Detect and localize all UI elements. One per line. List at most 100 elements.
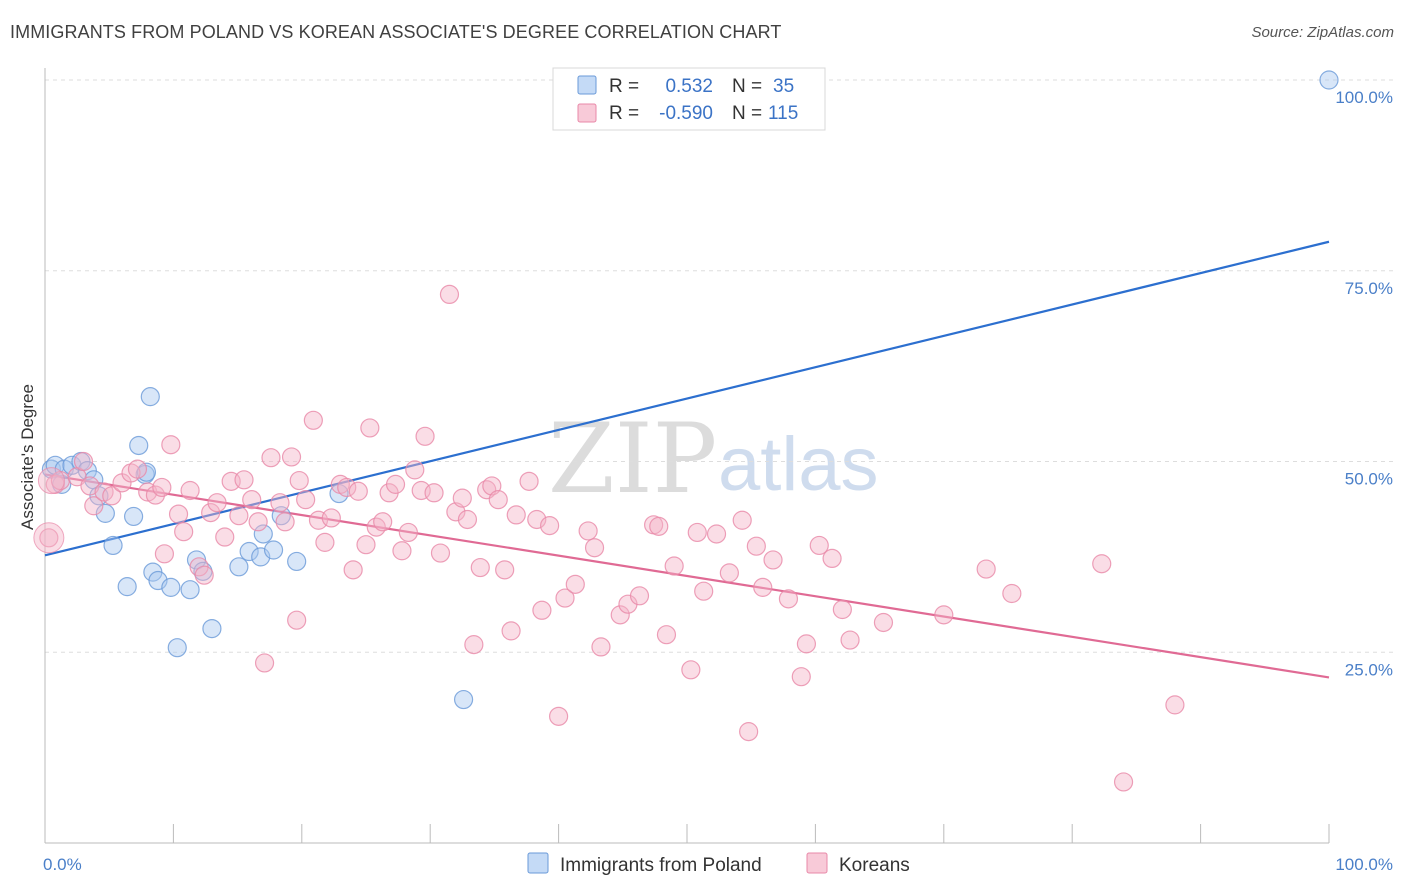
point-poland-10 (103, 535, 123, 556)
watermark-zip: ZIP (548, 403, 717, 515)
legend-n-label-2: N = (732, 103, 762, 124)
point-koreans-111 (1165, 695, 1185, 715)
point-poland-12 (123, 506, 144, 527)
point-koreans-24 (215, 527, 235, 547)
point-poland-34 (453, 689, 474, 710)
point-koreans-70 (506, 505, 526, 525)
chart-title: IMMIGRANTS FROM POLAND VS KOREAN ASSOCIA… (10, 22, 782, 42)
point-koreans-43 (337, 477, 357, 498)
point-koreans-68 (495, 560, 515, 580)
point-koreans-73 (532, 600, 552, 620)
axes (44, 68, 1330, 844)
point-koreans-0 (39, 528, 59, 548)
point-poland-21 (180, 580, 200, 600)
legend-r-value-2: -0.590 (659, 103, 713, 124)
point-koreans-17 (168, 504, 189, 524)
point-koreans-98 (778, 589, 799, 609)
point-koreans-59 (439, 284, 460, 305)
point-koreans-101 (809, 535, 829, 556)
point-koreans-36 (289, 470, 309, 491)
point-koreans-103 (832, 599, 852, 620)
point-koreans-26 (229, 506, 249, 526)
point-koreans-49 (373, 512, 393, 532)
trend-line-koreans (44, 473, 1330, 679)
point-koreans-95 (746, 536, 766, 556)
point-poland-24 (202, 618, 222, 639)
point-koreans-106 (934, 605, 954, 625)
legend-r-value-1: 0.532 (665, 76, 713, 97)
series-legend-swatch-poland (527, 852, 549, 874)
point-koreans-78 (578, 521, 598, 541)
point-koreans-92 (719, 563, 739, 583)
data-points (33, 70, 1339, 792)
point-koreans-29 (248, 512, 268, 532)
point-koreans-21 (194, 565, 214, 585)
point-koreans-41 (321, 508, 341, 528)
point-koreans-23 (207, 493, 227, 513)
point-poland-16 (140, 387, 160, 407)
y-tick-label-100: 100.0% (1335, 88, 1393, 107)
point-koreans-62 (457, 509, 478, 530)
legend-n-value-2: 115 (768, 103, 798, 124)
point-koreans-53 (398, 522, 418, 543)
point-koreans-38 (303, 410, 323, 430)
point-koreans-75 (548, 706, 569, 726)
source-label: Source: ZipAtlas.com (1251, 24, 1394, 41)
series-legend-swatch-koreans (806, 852, 828, 874)
point-koreans-8 (102, 486, 122, 506)
point-koreans-89 (687, 522, 707, 543)
point-koreans-94 (739, 722, 759, 742)
point-koreans-100 (796, 634, 817, 654)
point-koreans-13 (145, 485, 166, 505)
point-koreans-90 (694, 581, 714, 601)
point-koreans-37 (296, 490, 316, 510)
point-poland-9 (95, 503, 115, 523)
point-poland-29 (263, 540, 284, 560)
series-legend-label-poland: Immigrants from Poland (560, 855, 762, 876)
point-koreans-88 (681, 660, 701, 680)
point-koreans-47 (360, 418, 380, 438)
stats-legend-box (552, 67, 826, 131)
point-koreans-15 (154, 544, 175, 564)
point-poland-35 (1319, 70, 1339, 90)
point-koreans-81 (610, 605, 630, 625)
x-tick-label-max: 100.0% (1335, 855, 1393, 874)
point-koreans-76 (555, 588, 575, 608)
y-tick-label-50: 50.0% (1345, 470, 1393, 489)
point-poland-31 (287, 551, 307, 572)
point-koreans-80 (591, 637, 611, 657)
point-koreans-48 (366, 517, 386, 537)
y-tick-label-25: 25.0% (1345, 660, 1393, 679)
point-koreans-28 (242, 490, 262, 510)
point-koreans-91 (706, 524, 727, 544)
watermark-atlas: atlas (718, 422, 879, 507)
point-koreans-86 (656, 625, 677, 645)
point-koreans-69 (501, 621, 521, 641)
point-poland-26 (239, 541, 259, 562)
point-koreans-32 (270, 493, 290, 513)
point-koreans-56 (415, 426, 435, 446)
point-poland-13 (129, 435, 149, 456)
point-poland-11 (117, 577, 137, 597)
point-koreans-67 (488, 490, 508, 510)
series-legend-label-koreans: Koreans (839, 855, 910, 876)
point-koreans-97 (763, 550, 783, 570)
point-koreans-16 (161, 435, 181, 455)
point-koreans-74 (540, 515, 560, 536)
point-koreans-large-1 (37, 467, 65, 495)
point-koreans-19 (180, 480, 200, 501)
point-koreans-35 (287, 610, 307, 630)
point-koreans-107 (976, 559, 996, 579)
y-tick-label-75: 75.0% (1345, 279, 1393, 298)
point-koreans-93 (732, 510, 752, 530)
point-koreans-109 (1092, 554, 1112, 574)
point-koreans-104 (840, 630, 860, 650)
point-koreans-96 (753, 577, 773, 597)
legend-n-value-1: 35 (773, 76, 794, 97)
point-koreans-31 (261, 448, 281, 468)
point-koreans-57 (424, 483, 444, 503)
point-koreans-12 (138, 482, 158, 502)
point-koreans-83 (629, 586, 650, 606)
point-koreans-18 (174, 522, 194, 542)
